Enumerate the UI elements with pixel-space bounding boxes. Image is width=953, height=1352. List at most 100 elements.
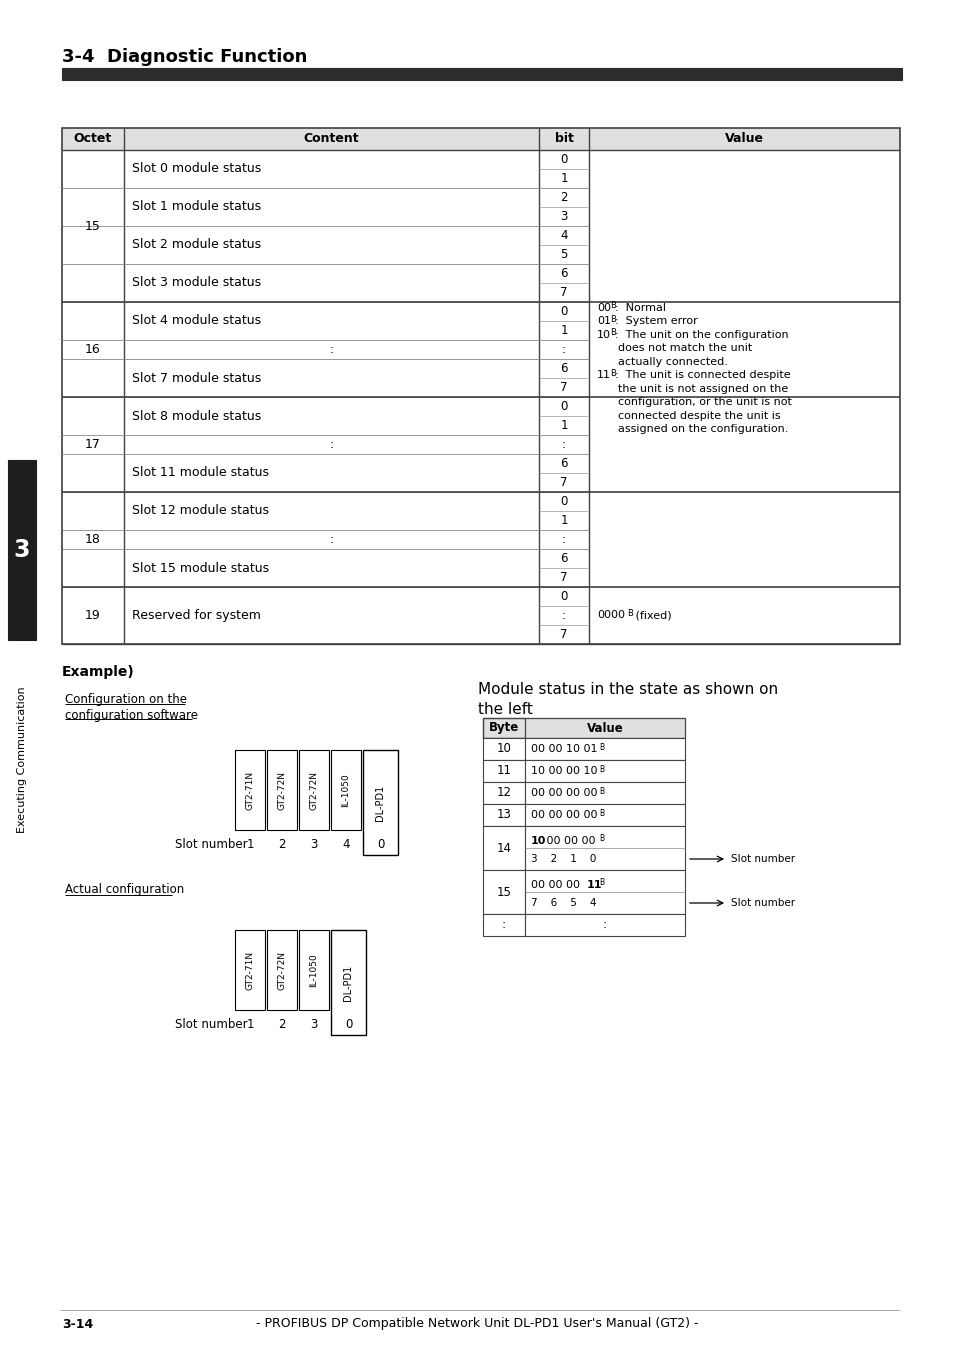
Text: configuration software: configuration software: [65, 708, 201, 722]
Text: 00 00 00 00: 00 00 00 00: [531, 810, 597, 821]
Text: :  The unit on the configuration: : The unit on the configuration: [615, 330, 788, 339]
Text: Slot number: Slot number: [174, 1018, 248, 1032]
Text: 1: 1: [246, 1018, 253, 1032]
Text: 10: 10: [531, 836, 546, 845]
Text: Slot 8 module status: Slot 8 module status: [132, 410, 261, 422]
Text: IL-1050: IL-1050: [309, 953, 318, 987]
Text: B: B: [598, 764, 603, 773]
Text: bit: bit: [554, 132, 573, 146]
Text: 3: 3: [310, 838, 317, 852]
Text: 11: 11: [597, 370, 610, 380]
Bar: [524, 914, 684, 936]
Bar: [482, 869, 524, 914]
Text: GT2-72N: GT2-72N: [277, 950, 286, 990]
Text: 00 00 00 00: 00 00 00 00: [531, 788, 597, 798]
Text: B: B: [609, 329, 616, 337]
Text: 4: 4: [342, 838, 350, 852]
Text: 2: 2: [278, 838, 286, 852]
Text: Slot 4 module status: Slot 4 module status: [132, 315, 261, 327]
Bar: [538, 128, 588, 150]
Text: 7: 7: [559, 627, 567, 641]
Text: :: :: [329, 438, 334, 452]
Bar: [524, 804, 684, 826]
Text: DL-PD1: DL-PD1: [343, 964, 354, 1000]
Bar: [482, 826, 524, 869]
Text: 7: 7: [559, 571, 567, 584]
Bar: [234, 750, 265, 830]
Text: B: B: [609, 315, 616, 323]
Text: B: B: [598, 808, 603, 818]
Text: B: B: [598, 834, 603, 844]
Text: the unit is not assigned on the: the unit is not assigned on the: [597, 384, 787, 393]
Text: does not match the unit: does not match the unit: [597, 343, 752, 353]
Text: 1: 1: [559, 514, 567, 527]
Text: :: :: [561, 438, 565, 452]
Text: the left: the left: [477, 703, 533, 718]
Text: Slot 0 module status: Slot 0 module status: [132, 162, 261, 176]
Bar: [234, 930, 265, 1010]
Text: :: :: [561, 533, 565, 546]
Text: B: B: [626, 608, 632, 618]
Text: 16: 16: [85, 343, 101, 356]
Text: 2: 2: [559, 191, 567, 204]
Text: 0: 0: [559, 306, 567, 318]
Text: 0: 0: [344, 1018, 352, 1032]
Text: 6: 6: [559, 266, 567, 280]
Bar: [482, 718, 524, 738]
Text: Slot 2 module status: Slot 2 module status: [132, 238, 261, 251]
Text: Slot 12 module status: Slot 12 module status: [132, 504, 269, 518]
Text: (fixed): (fixed): [631, 611, 671, 621]
Text: 14: 14: [496, 841, 511, 854]
Text: 5: 5: [559, 247, 567, 261]
Text: 3: 3: [310, 1018, 317, 1032]
Bar: [482, 738, 524, 760]
Text: 0: 0: [559, 589, 567, 603]
Text: Octet: Octet: [73, 132, 112, 146]
Text: 3-14: 3-14: [62, 1317, 93, 1330]
Text: 3    2    1    0: 3 2 1 0: [531, 854, 596, 864]
Text: 7    6    5    4: 7 6 5 4: [531, 898, 596, 909]
Text: :  System error: : System error: [615, 316, 697, 326]
Text: 4: 4: [559, 228, 567, 242]
Bar: [524, 826, 684, 869]
Text: Value: Value: [586, 722, 622, 734]
Text: :: :: [602, 918, 606, 932]
Text: 6: 6: [559, 362, 567, 375]
Text: Slot number: Slot number: [730, 898, 794, 909]
Text: B: B: [598, 879, 603, 887]
Text: 3-4  Diagnostic Function: 3-4 Diagnostic Function: [62, 49, 307, 66]
Text: assigned on the configuration.: assigned on the configuration.: [597, 425, 787, 434]
Bar: [524, 760, 684, 781]
Text: :: :: [561, 608, 565, 622]
Text: Slot 1 module status: Slot 1 module status: [132, 200, 261, 214]
Text: 3: 3: [13, 538, 30, 562]
Text: DL-PD1: DL-PD1: [375, 784, 385, 821]
Text: 7: 7: [559, 476, 567, 489]
Bar: [524, 738, 684, 760]
Text: 13: 13: [497, 808, 511, 822]
Text: 15: 15: [497, 886, 511, 899]
Bar: [482, 804, 524, 826]
Text: 1: 1: [559, 324, 567, 337]
Text: :  Normal: : Normal: [615, 303, 665, 312]
Text: :: :: [329, 533, 334, 546]
Text: Slot number: Slot number: [730, 854, 794, 864]
Bar: [482, 718, 684, 738]
Text: 0: 0: [559, 400, 567, 412]
Text: configuration, or the unit is not: configuration, or the unit is not: [597, 397, 791, 407]
Bar: [588, 128, 899, 150]
Text: Byte: Byte: [488, 722, 518, 734]
Text: 10 00 00 10: 10 00 00 10: [531, 767, 597, 776]
Text: 0: 0: [559, 153, 567, 166]
Text: Content: Content: [303, 132, 359, 146]
Text: 12: 12: [496, 787, 511, 799]
Text: 7: 7: [559, 381, 567, 393]
Text: GT2-71N: GT2-71N: [245, 950, 254, 990]
Text: :: :: [501, 918, 506, 932]
Text: actually connected.: actually connected.: [597, 357, 727, 366]
Bar: [482, 718, 524, 738]
Text: 15: 15: [85, 219, 101, 233]
Text: 18: 18: [85, 533, 101, 546]
Bar: [482, 760, 524, 781]
Text: 11: 11: [586, 880, 601, 890]
